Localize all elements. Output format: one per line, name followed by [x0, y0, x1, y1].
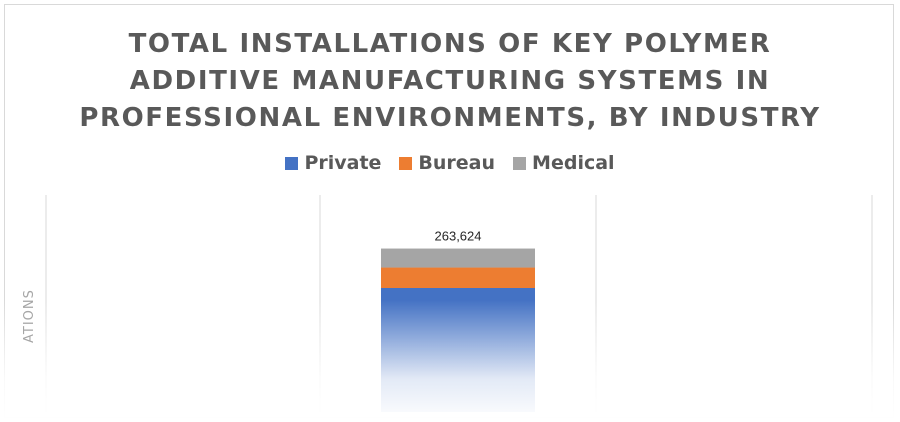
legend-label-private: Private — [304, 152, 382, 174]
legend-label-medical: Medical — [532, 152, 615, 174]
legend-label-bureau: Bureau — [418, 152, 496, 174]
legend-item-private: Private — [285, 152, 381, 174]
chart-legend: Private Bureau Medical — [0, 152, 900, 174]
chart-title-line-1: TOTAL INSTALLATIONS OF KEY POLYMER — [128, 29, 772, 59]
legend-swatch-bureau — [399, 156, 413, 170]
bar-segment-private — [381, 288, 535, 412]
y-axis-label: ATIONS — [22, 289, 37, 343]
legend-item-bureau: Bureau — [399, 152, 495, 174]
bar-segment-medical — [381, 248, 535, 268]
chart-title-line-2: ADDITIVE MANUFACTURING SYSTEMS IN — [129, 66, 771, 96]
legend-swatch-private — [285, 156, 299, 170]
bar-segment-bureau — [381, 267, 535, 288]
legend-swatch-medical — [513, 156, 527, 170]
chart-title-line-3: PROFESSIONAL ENVIRONMENTS, BY INDUSTRY — [79, 103, 821, 133]
legend-item-medical: Medical — [513, 152, 615, 174]
chart-title: TOTAL INSTALLATIONS OF KEY POLYMER ADDIT… — [0, 26, 900, 137]
total-data-label: 263,624 — [435, 229, 482, 244]
